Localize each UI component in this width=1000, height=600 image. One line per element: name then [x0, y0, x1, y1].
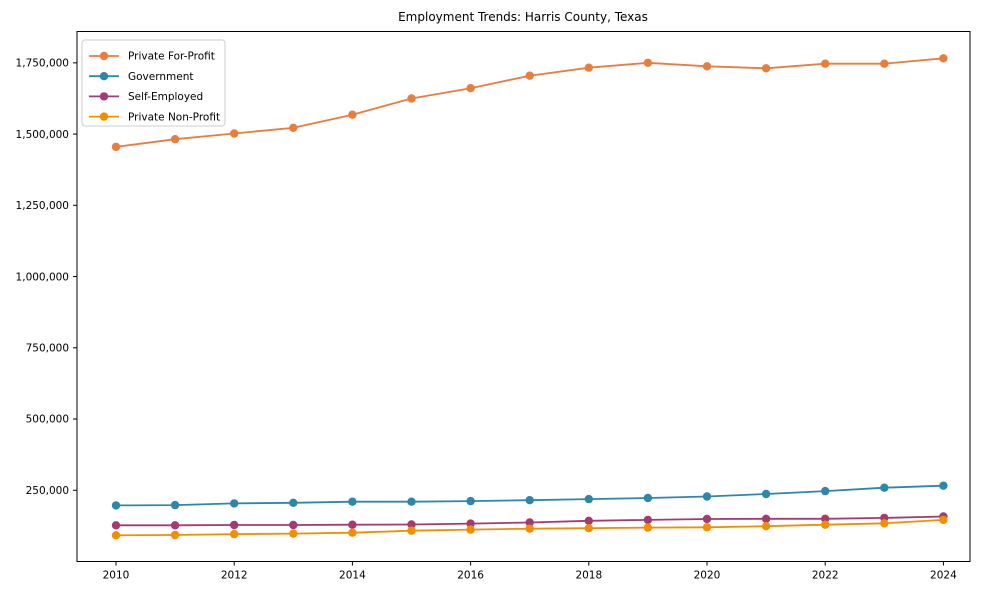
data-point-self-employed — [289, 520, 298, 530]
data-point-private-non-profit — [880, 519, 889, 528]
data-point-private-non-profit — [821, 520, 830, 529]
legend-item-private-non-profit: Private Non-Profit — [89, 111, 220, 123]
data-point-self-employed — [643, 515, 653, 525]
data-point-self-employed — [821, 514, 830, 523]
legend-marker-dot — [99, 112, 109, 121]
data-point-private-non-profit — [348, 528, 357, 537]
data-point-government — [821, 486, 830, 496]
data-point-private-for-profit — [348, 110, 357, 119]
legend: Private For-Profit Government Self-Employe… — [81, 39, 226, 127]
data-point-private-for-profit — [821, 59, 830, 68]
data-point-private-non-profit — [939, 515, 948, 525]
data-point-government — [702, 492, 712, 501]
data-point-government — [880, 483, 889, 492]
data-point-private-non-profit — [230, 529, 239, 539]
data-point-government — [761, 489, 771, 499]
x-tick-label: 2018 — [575, 570, 602, 582]
data-point-private-non-profit — [584, 524, 593, 533]
data-point-government — [289, 498, 298, 507]
data-point-government — [407, 497, 416, 506]
data-point-self-employed — [761, 514, 771, 523]
data-point-private-for-profit — [761, 64, 771, 73]
x-tick-label: 2022 — [812, 570, 839, 582]
legend-box — [81, 39, 226, 127]
data-point-government — [170, 500, 180, 510]
data-point-private-non-profit — [525, 524, 534, 533]
legend-marker-dot — [99, 51, 109, 61]
data-point-private-non-profit — [761, 522, 771, 531]
plot-border — [76, 31, 971, 562]
y-tick-label: 1,250,000 — [16, 200, 69, 212]
data-point-private-for-profit — [111, 142, 121, 152]
x-tick-label: 2016 — [457, 570, 484, 582]
legend-label: Private For-Profit — [128, 51, 215, 63]
x-tick-label: 2014 — [339, 570, 366, 582]
data-point-private-non-profit — [170, 530, 180, 540]
chart-title: Employment Trends: Harris County, Texas — [398, 10, 648, 24]
data-point-private-non-profit — [407, 526, 416, 535]
data-point-private-for-profit — [702, 62, 712, 71]
legend-item-government: Government — [89, 71, 193, 83]
data-point-self-employed — [348, 520, 357, 529]
data-point-government — [939, 481, 948, 490]
data-point-self-employed — [407, 520, 416, 529]
y-tick-label: 1,500,000 — [16, 129, 69, 141]
legend-label: Private Non-Profit — [128, 111, 220, 123]
data-point-self-employed — [525, 518, 534, 527]
data-point-private-non-profit — [289, 529, 298, 538]
data-point-private-for-profit — [289, 123, 298, 132]
data-point-self-employed — [111, 521, 121, 530]
data-point-self-employed — [230, 520, 239, 530]
data-point-private-non-profit — [643, 523, 653, 532]
data-point-self-employed — [584, 516, 593, 525]
data-point-private-for-profit — [466, 84, 475, 93]
data-point-government — [230, 499, 239, 508]
legend-label: Government — [128, 71, 193, 83]
x-tick-label: 2012 — [221, 570, 248, 582]
data-point-government — [643, 493, 653, 503]
y-tick-label: 1,750,000 — [16, 58, 69, 70]
legend-label: Self-Employed — [128, 91, 203, 103]
y-axis: 250,000 500,000 750,000 1,000,000 1,250,000 1… — [16, 58, 77, 497]
data-point-self-employed — [466, 519, 475, 528]
data-point-government — [584, 494, 593, 504]
y-tick-label: 750,000 — [26, 342, 69, 354]
y-tick-label: 500,000 — [26, 414, 69, 426]
legend-marker-dot — [99, 72, 109, 81]
plot-series — [111, 54, 948, 540]
x-axis: 2010 2012 2014 2016 2018 2020 2022 2024 — [103, 561, 957, 582]
data-point-government — [466, 496, 475, 506]
data-point-self-employed — [170, 521, 180, 530]
data-point-private-for-profit — [584, 63, 593, 72]
data-point-private-non-profit — [702, 523, 712, 532]
legend-item-private-for-profit: Private For-Profit — [89, 51, 215, 63]
x-tick-label: 2010 — [103, 570, 130, 582]
data-point-private-non-profit — [466, 525, 475, 534]
legend-marker-dot — [99, 92, 109, 101]
data-point-government — [348, 497, 357, 506]
data-point-private-for-profit — [643, 58, 653, 67]
y-tick-label: 250,000 — [26, 485, 69, 497]
y-tick-label: 1,000,000 — [16, 271, 69, 283]
data-point-private-non-profit — [111, 531, 121, 540]
data-point-government — [111, 501, 121, 510]
x-tick-label: 2024 — [930, 570, 957, 582]
data-point-private-for-profit — [880, 59, 889, 68]
data-point-government — [525, 496, 534, 505]
data-point-self-employed — [702, 514, 712, 524]
legend-item-self-employed: Self-Employed — [89, 91, 203, 103]
data-point-private-for-profit — [230, 129, 239, 138]
x-tick-label: 2020 — [694, 570, 721, 582]
data-point-private-for-profit — [407, 94, 416, 103]
data-point-private-for-profit — [525, 71, 534, 80]
data-point-private-for-profit — [939, 54, 948, 63]
data-point-private-for-profit — [170, 135, 180, 144]
